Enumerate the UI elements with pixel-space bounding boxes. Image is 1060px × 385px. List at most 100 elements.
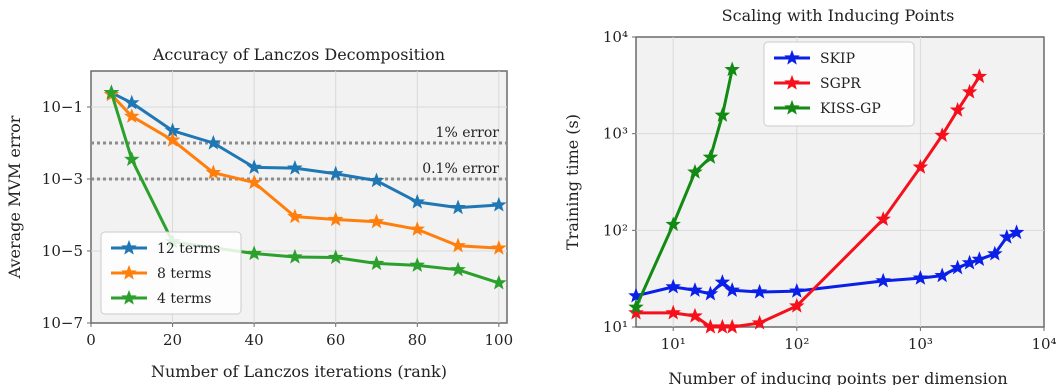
data-point: [912, 270, 929, 285]
data-point: [912, 159, 929, 174]
tick-labels-accuracy: 0 20 40 60 80 100 10−7 10−5 10−3 10−1: [42, 98, 513, 349]
y-axis-label-scaling: Training time (s): [563, 114, 582, 250]
reference-line-label: 0.1% error: [422, 161, 499, 177]
series-line-4-terms: [109, 92, 500, 285]
data-point: [491, 196, 507, 212]
data-point: [409, 221, 426, 236]
data-point: [450, 261, 466, 277]
y-tick-label: 10−1: [42, 98, 83, 116]
series-sgpr: [628, 68, 988, 334]
data-point: [491, 274, 507, 290]
legend-accuracy: 12 terms 8 terms 4 terms: [100, 231, 242, 315]
series-group-accuracy: [103, 84, 507, 290]
data-point: [665, 216, 681, 232]
tick-labels-scaling: 10¹ 10² 10³ 10⁴ 10¹ 10² 10³ 10⁴: [603, 28, 1057, 353]
data-point: [702, 149, 719, 164]
data-point: [124, 151, 140, 167]
series-group-scaling: [628, 61, 1025, 334]
x-axis-label-scaling: Number of inducing points per dimension: [668, 369, 1007, 385]
data-point: [724, 318, 740, 334]
legend-item-4-terms: 4 terms: [111, 289, 211, 307]
data-point: [789, 297, 805, 313]
data-point: [751, 283, 768, 299]
data-point: [246, 245, 262, 261]
data-point: [491, 240, 507, 255]
series-line-kiss-gp: [634, 69, 734, 308]
data-point: [450, 237, 466, 253]
data-point: [287, 248, 303, 264]
data-point: [961, 254, 978, 270]
data-point: [789, 282, 805, 298]
data-point: [628, 304, 644, 320]
data-point: [103, 84, 120, 100]
chart-title-scaling: Scaling with Inducing Points: [722, 6, 955, 25]
data-point: [287, 160, 303, 175]
data-point: [628, 299, 644, 314]
data-point: [409, 193, 426, 209]
series-4-terms: [103, 84, 507, 290]
chart-title-accuracy: Accuracy of Lanczos Decomposition: [152, 45, 445, 64]
data-point: [934, 267, 950, 283]
data-point: [665, 278, 681, 294]
data-point: [999, 229, 1015, 244]
y-tick-label: 10²: [603, 221, 628, 239]
legend-label: SKIP: [820, 51, 855, 67]
legend-item-sgpr: SGPR: [774, 74, 861, 92]
data-point: [368, 172, 385, 188]
chart-scaling: 10¹ 10² 10³ 10⁴ 10¹ 10² 10³ 10⁴ Scaling with In…: [563, 6, 1057, 385]
reference-line-label: 1% error: [436, 125, 500, 141]
legend-marker: [121, 264, 137, 280]
x-tick-label: 10³: [908, 335, 933, 353]
data-point: [368, 255, 385, 271]
data-point: [949, 259, 966, 275]
data-point: [687, 307, 703, 323]
data-point: [409, 257, 426, 272]
legend-marker: [784, 74, 800, 90]
data-point: [687, 163, 703, 179]
legend-marker: [121, 239, 137, 255]
data-point: [164, 132, 181, 147]
data-point: [934, 127, 950, 142]
legend-item-8-terms: 8 terms: [111, 264, 211, 282]
chart-accuracy: 1% error 0.1% error 0 20 40 60 80 100 10−7 10−5 1…: [5, 45, 513, 381]
legend-marker: [784, 49, 800, 65]
legend-label: 12 terms: [157, 241, 220, 257]
data-point: [687, 282, 703, 297]
data-point: [327, 249, 344, 265]
legend-box: [100, 231, 242, 315]
data-point: [205, 164, 222, 180]
legend-label: 8 terms: [157, 266, 211, 282]
series-skip: [628, 224, 1025, 303]
data-point: [368, 213, 385, 229]
legend-label: KISS-GP: [820, 101, 881, 117]
legend-item-skip: SKIP: [774, 49, 855, 67]
data-point: [987, 245, 1003, 261]
data-point: [971, 251, 988, 267]
data-point: [246, 159, 262, 174]
data-point: [702, 285, 719, 301]
y-tick-label: 10⁴: [603, 28, 628, 46]
reference-lines: 1% error 0.1% error: [91, 125, 507, 181]
data-point: [450, 199, 466, 215]
y-tick-label: 10¹: [603, 318, 628, 336]
x-tick-label: 100: [485, 331, 514, 349]
data-point: [714, 107, 731, 122]
data-point: [1008, 224, 1025, 240]
data-point: [961, 83, 978, 99]
data-point: [665, 304, 681, 320]
legend-label: 4 terms: [157, 291, 211, 307]
series-8-terms: [103, 86, 507, 255]
x-axis-label-accuracy: Number of Lanczos iterations (rank): [151, 362, 447, 381]
series-kiss-gp: [628, 61, 740, 314]
series-12-terms: [103, 84, 507, 215]
y-tick-label: 10−3: [42, 170, 83, 188]
y-tick-label: 10³: [603, 125, 628, 143]
data-point: [875, 272, 891, 288]
data-point: [124, 108, 140, 123]
x-tick-label: 0: [86, 331, 96, 349]
data-point: [205, 134, 222, 150]
data-point: [875, 211, 891, 226]
y-tick-label: 10−5: [42, 242, 83, 260]
legend-marker: [784, 99, 800, 115]
data-point: [751, 314, 768, 330]
